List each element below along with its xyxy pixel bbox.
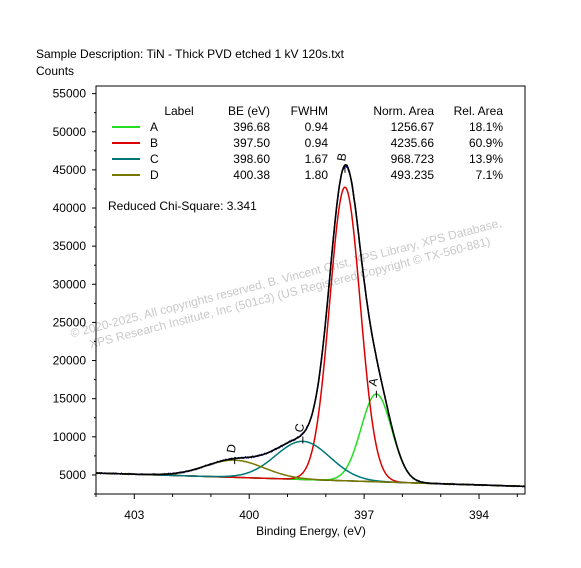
y-tick-label: 15000 — [53, 392, 87, 406]
legend-rel-area: 7.1% — [476, 168, 504, 182]
y-tick-label: 45000 — [53, 163, 87, 177]
peak-label-d: D — [224, 443, 239, 454]
chi-square-annotation: Reduced Chi-Square: 3.341 — [108, 199, 257, 213]
legend-label: B — [150, 136, 158, 150]
y-tick-label: 5000 — [59, 468, 86, 482]
envelope-line — [96, 163, 525, 488]
x-tick-label: 403 — [124, 508, 144, 522]
y-tick-label: 55000 — [53, 87, 87, 101]
x-tick-label: 394 — [469, 508, 489, 522]
x-axis-label: Binding Energy, (eV) — [256, 524, 366, 538]
y-tick-label: 20000 — [53, 354, 87, 368]
watermark-line-1: © 2020-2025, All copyrights reserved, B.… — [69, 216, 503, 341]
legend: Label BE (eV) FWHM Norm. Area Rel. Area A 396.… — [112, 104, 503, 182]
legend-header: FWHM — [291, 104, 328, 118]
plot-frame — [95, 85, 526, 495]
y-axis: 5000 10000 15000 20000 25000 30000 35000 40000 4… — [53, 87, 96, 495]
legend-norm-area: 968.723 — [391, 152, 435, 166]
peak-labels: A B C D — [224, 152, 381, 465]
legend-header: Norm. Area — [373, 104, 434, 118]
legend-be: 397.50 — [233, 136, 270, 150]
legend-norm-area: 4235.66 — [391, 136, 435, 150]
peak-label-c: C — [292, 422, 307, 433]
legend-label: D — [150, 168, 159, 182]
legend-be: 398.60 — [233, 152, 270, 166]
y-tick-label: 50000 — [53, 125, 87, 139]
legend-label: C — [150, 152, 159, 166]
legend-fwhm: 0.94 — [305, 136, 329, 150]
y-tick-label: 40000 — [53, 201, 87, 215]
peak-label-b: B — [334, 152, 349, 162]
component-a-line — [96, 393, 525, 488]
y-tick-label: 25000 — [53, 315, 87, 329]
x-axis: 403 400 397 394 — [95, 494, 518, 522]
legend-header: Rel. Area — [454, 104, 504, 118]
peak-label-a: A — [366, 377, 381, 387]
legend-header: Label — [164, 104, 193, 118]
sample-description: Sample Description: TiN - Thick PVD etch… — [36, 47, 345, 61]
legend-norm-area: 493.235 — [391, 168, 435, 182]
legend-header: BE (eV) — [228, 104, 270, 118]
copyright-watermark: © 2020-2025, All copyrights reserved, B.… — [69, 216, 503, 352]
legend-rel-area: 13.9% — [469, 152, 503, 166]
x-tick-label: 400 — [239, 508, 259, 522]
x-tick-label: 397 — [354, 508, 374, 522]
watermark-line-2: XPS Research Institute, Inc (501c3) (US … — [88, 234, 492, 351]
y-tick-label: 30000 — [53, 277, 87, 291]
component-d-line — [96, 459, 525, 488]
y-tick-label: 35000 — [53, 239, 87, 253]
y-axis-label: Counts — [36, 64, 74, 78]
legend-fwhm: 1.67 — [305, 152, 329, 166]
legend-be: 396.68 — [233, 120, 270, 134]
legend-rel-area: 18.1% — [469, 120, 503, 134]
y-tick-label: 10000 — [53, 430, 87, 444]
legend-label: A — [150, 120, 158, 134]
legend-norm-area: 1256.67 — [391, 120, 435, 134]
legend-be: 400.38 — [233, 168, 270, 182]
legend-rel-area: 60.9% — [469, 136, 503, 150]
plot-curves — [96, 163, 525, 488]
legend-fwhm: 0.94 — [305, 120, 329, 134]
legend-fwhm: 1.80 — [305, 168, 329, 182]
